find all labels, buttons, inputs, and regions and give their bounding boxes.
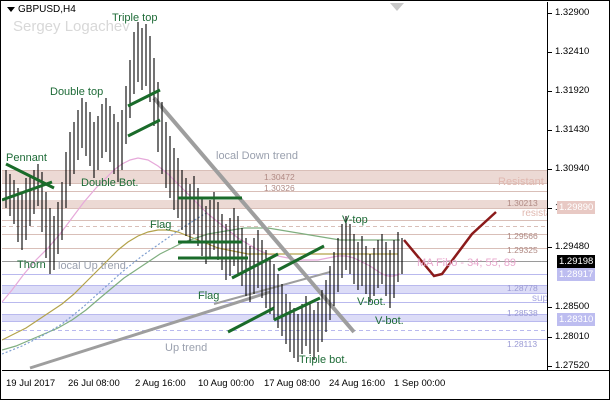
chart-top-marker-icon [390, 3, 404, 11]
price-badge-support-1: 1.28917 [557, 268, 596, 281]
local-up-trendline[interactable] [213, 271, 331, 305]
price-tick-label: 1.30940 [555, 163, 590, 174]
annotation-thorn: Thorn [17, 259, 46, 271]
level-label-1-29566: 1.29566 [507, 231, 538, 241]
resistance-lines [2, 170, 547, 249]
level-label-1-28778: 1.28778 [507, 283, 538, 293]
ma-fibo-89-line [2, 227, 400, 351]
annotation-local-up-trend: local Up trend [58, 260, 126, 272]
annotation-up-trend: Up trend [165, 342, 208, 354]
annotation-ma-fibo: MA Fibo - 34; 55; 89 [417, 257, 517, 269]
time-axis[interactable]: 19 Jul 2017 26 Jul 08:00 2 Aug 16:00 10 … [2, 370, 610, 400]
level-label-1-30472: 1.30472 [264, 172, 295, 182]
annotation-flag-1: Flag [150, 219, 172, 231]
price-tick-label: 1.32900 [555, 7, 590, 18]
chevron-down-icon[interactable] [7, 6, 15, 12]
price-badge-resistance: 1.29890 [557, 201, 596, 214]
annotation-v-bot-1: V-bot. [357, 296, 386, 308]
resistance-band-2 [2, 200, 547, 209]
price-tick-label: 1.27520 [555, 360, 590, 371]
time-tick-label: 24 Aug 16:00 [329, 378, 385, 389]
resistant-zone-band [2, 170, 547, 184]
price-tick-label: 1.29480 [555, 241, 590, 252]
level-label-1-30326: 1.30326 [264, 183, 295, 193]
resistance-label: resistance [522, 208, 547, 219]
annotation-v-bot-2: V-bot. [375, 315, 404, 327]
price-tick-label: 1.28500 [555, 301, 590, 312]
local-down-trendline[interactable] [152, 96, 356, 334]
annotation-triple-top: Triple top [112, 12, 158, 24]
annotation-v-top: V-top [342, 214, 368, 226]
level-label-1-29325: 1.29325 [507, 245, 538, 255]
price-tick-label: 1.28010 [555, 331, 590, 342]
level-label-1-28113: 1.28113 [507, 339, 538, 349]
price-tick-label: 1.32410 [555, 46, 590, 57]
projection-path[interactable] [403, 211, 497, 278]
time-tick-label: 10 Aug 00:00 [198, 378, 254, 389]
price-axis[interactable]: 1.32900 1.32410 1.31920 1.31430 1.30940 … [547, 2, 610, 371]
level-label-1-28538: 1.28538 [507, 308, 538, 318]
annotation-flag-2: Flag [198, 290, 220, 302]
price-tick-mark [548, 337, 552, 338]
ohlc-bars [5, 22, 403, 362]
symbol-header[interactable]: GBPUSD,H4 [7, 4, 76, 15]
chart-plot-area[interactable]: Triple top Double top Pennant Double Bot… [2, 2, 547, 370]
watermark: Sergey Logachev [13, 18, 130, 35]
annotation-double-top: Double top [50, 86, 104, 98]
time-tick-label: 1 Sep 00:00 [394, 378, 446, 389]
time-tick-label: 17 Aug 08:00 [264, 378, 320, 389]
time-tick-label: 26 Jul 08:00 [68, 378, 120, 389]
price-tick-mark [548, 208, 552, 209]
price-tick-mark [548, 247, 552, 248]
annotation-pennant: Pennant [6, 152, 47, 164]
price-badge-current: 1.29198 [557, 255, 596, 268]
up-trendline[interactable] [29, 290, 271, 370]
price-badge-support-2: 1.28310 [557, 313, 596, 326]
price-tick-mark [548, 52, 552, 53]
symbol-timeframe-label: GBPUSD,H4 [18, 4, 76, 15]
price-tick-label: 1.31430 [555, 124, 590, 135]
price-tick-mark [548, 13, 552, 14]
level-label-1-30213: 1.30213 [507, 198, 538, 208]
price-tick-mark [548, 91, 552, 92]
annotation-local-down-trend: local Down trend [216, 150, 298, 162]
time-tick-label: 19 Jul 2017 [6, 378, 56, 389]
pattern-lines[interactable] [2, 88, 325, 334]
time-tick-label: 2 Aug 16:00 [135, 378, 186, 389]
ma-dotted-line [2, 211, 209, 355]
annotation-triple-bot: Triple bot. [299, 354, 348, 366]
annotation-double-bot: Double Bot. [81, 177, 139, 189]
chart-graphics [2, 22, 547, 370]
ma-fibo-55-line [2, 229, 398, 341]
price-tick-mark [548, 307, 552, 308]
resistant-zone-label: Resistant Zone [498, 176, 547, 188]
price-tick-label: 1.31920 [555, 85, 590, 96]
price-tick-mark [548, 130, 552, 131]
support-label: support [532, 293, 547, 304]
price-tick-mark [548, 366, 552, 367]
price-tick-mark [548, 169, 552, 170]
